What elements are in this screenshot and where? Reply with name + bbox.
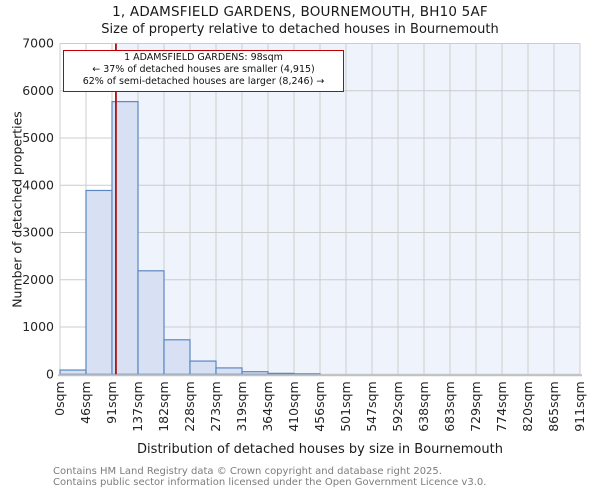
annotation-property-size: 1 ADAMSFIELD GARDENS: 98sqm xyxy=(124,52,283,63)
y-tick-label: 5000 xyxy=(22,130,54,145)
x-tick-label: 774sqm xyxy=(494,381,509,431)
y-tick-label: 7000 xyxy=(22,36,54,51)
license-footer: Contains HM Land Registry data © Crown c… xyxy=(53,466,593,488)
histogram-bar xyxy=(215,367,243,375)
y-axis-title: Number of detached properties xyxy=(9,111,25,308)
y-tick-label: 1000 xyxy=(22,319,54,334)
x-tick-label: 729sqm xyxy=(468,381,483,431)
x-tick-label: 547sqm xyxy=(364,381,379,431)
chart-title: 1, ADAMSFIELD GARDENS, BOURNEMOUTH, BH10… xyxy=(112,4,488,20)
histogram-bar xyxy=(137,270,165,375)
footer-line-open-government-licence: Contains public sector information licen… xyxy=(53,476,487,488)
x-tick-label: 91sqm xyxy=(104,381,119,424)
annotation-larger-share: 62% of semi-detached houses are larger (… xyxy=(82,76,325,88)
x-tick-label: 273sqm xyxy=(208,381,223,431)
footer-line-hm-land-registry: Contains HM Land Registry data © Crown c… xyxy=(53,466,442,477)
y-tick-label: 0 xyxy=(46,367,54,382)
x-tick-label: 638sqm xyxy=(416,381,431,431)
x-tick-label: 501sqm xyxy=(338,381,353,431)
x-axis-title: Distribution of detached houses by size … xyxy=(137,442,503,457)
x-tick-label: 911sqm xyxy=(572,381,587,431)
histogram-bar xyxy=(241,371,269,375)
histogram-bar xyxy=(85,189,113,375)
x-tick-label: 410sqm xyxy=(286,381,301,431)
x-tick-label: 456sqm xyxy=(312,381,327,431)
x-tick-label: 683sqm xyxy=(442,381,457,431)
x-tick-label: 865sqm xyxy=(546,381,561,431)
histogram-bar xyxy=(189,360,217,375)
x-tick-label: 46sqm xyxy=(78,381,93,424)
histogram-bar xyxy=(59,369,87,375)
x-tick-label: 0sqm xyxy=(52,381,67,416)
property-annotation-box: 1 ADAMSFIELD GARDENS: 98sqm ← 37% of det… xyxy=(63,50,344,92)
x-tick-label: 319sqm xyxy=(234,381,249,431)
y-tick-label: 4000 xyxy=(22,177,54,192)
x-tick-label: 228sqm xyxy=(182,381,197,431)
x-tick-label: 364sqm xyxy=(260,381,275,431)
x-tick-label: 137sqm xyxy=(130,381,145,431)
x-tick-label: 592sqm xyxy=(390,381,405,431)
x-tick-label: 820sqm xyxy=(520,381,535,431)
y-tick-label: 2000 xyxy=(22,272,54,287)
annotation-smaller-share: ← 37% of detached houses are smaller (4,… xyxy=(92,64,315,76)
histogram-bar xyxy=(267,372,295,375)
y-tick-label: 6000 xyxy=(22,83,54,98)
chart-subtitle: Size of property relative to detached ho… xyxy=(101,22,499,37)
y-tick-label: 3000 xyxy=(22,225,54,240)
larger-than-property-shaded-region xyxy=(115,43,580,375)
histogram-bar xyxy=(163,339,191,375)
x-tick-label: 182sqm xyxy=(156,381,171,431)
